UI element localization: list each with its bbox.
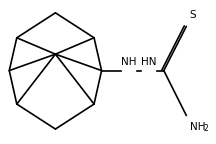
Text: S: S: [190, 10, 196, 20]
Text: HN: HN: [141, 57, 157, 67]
Text: NH: NH: [190, 122, 205, 132]
Text: NH: NH: [121, 57, 136, 67]
Text: 2: 2: [203, 124, 208, 133]
